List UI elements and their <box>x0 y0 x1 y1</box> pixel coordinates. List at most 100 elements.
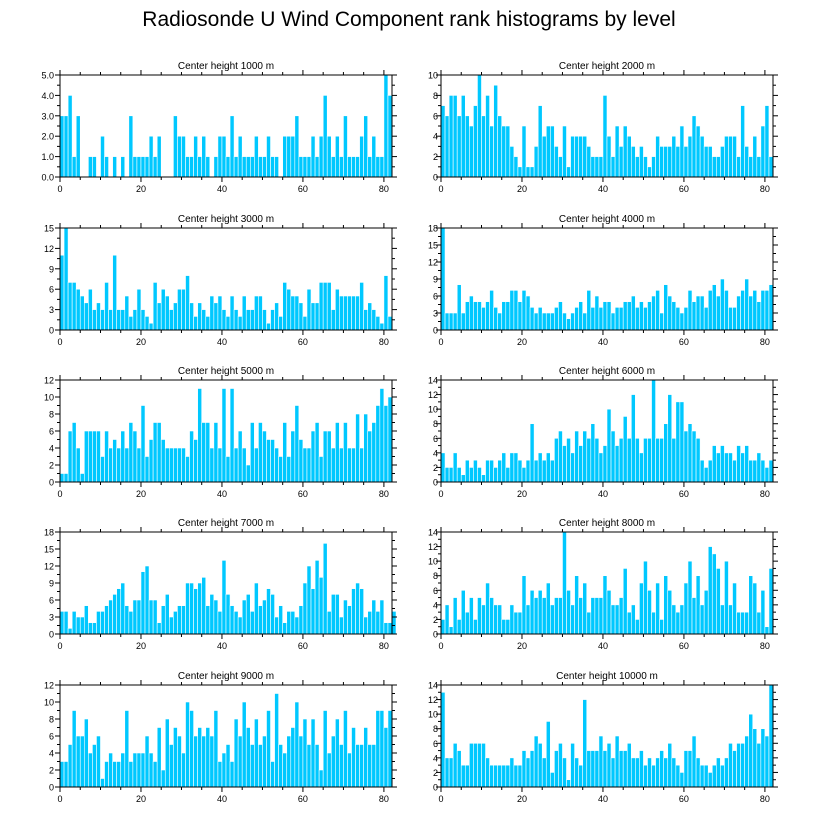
bar <box>440 105 446 178</box>
bar <box>185 701 190 788</box>
bar <box>768 684 774 788</box>
y-tick-label: 8 <box>433 91 438 101</box>
bar <box>635 156 640 178</box>
bar <box>213 302 219 331</box>
bar <box>136 752 142 788</box>
y-tick-label: 4 <box>433 600 438 610</box>
bar <box>497 459 503 483</box>
bar <box>92 744 97 788</box>
bar <box>477 74 482 178</box>
y-tick-label: 2 <box>433 615 438 625</box>
bar <box>582 699 588 788</box>
bar <box>237 735 243 788</box>
bar <box>209 447 215 483</box>
bar <box>667 589 673 635</box>
bar <box>298 605 304 635</box>
x-tick-label: 40 <box>217 641 227 651</box>
x-tick-label: 20 <box>136 794 146 804</box>
bar <box>120 582 126 635</box>
bar <box>679 312 685 331</box>
bar <box>473 742 478 788</box>
bar <box>691 735 697 788</box>
bar <box>116 447 122 483</box>
bar <box>335 422 340 483</box>
bar <box>120 156 126 178</box>
bar <box>748 156 754 178</box>
y-tick-label: 9 <box>49 579 54 589</box>
panel-title: Center height 9000 m <box>178 671 274 682</box>
bar <box>582 135 588 178</box>
bar <box>294 701 300 788</box>
bar <box>509 452 515 483</box>
bar <box>249 744 255 788</box>
bar <box>225 594 231 635</box>
bar <box>444 115 450 178</box>
bar <box>566 779 571 788</box>
bar <box>493 604 498 635</box>
bar <box>177 605 182 635</box>
bar <box>440 452 446 483</box>
bar <box>513 156 519 178</box>
bar <box>477 301 482 331</box>
bar <box>245 464 251 483</box>
bar <box>602 575 608 635</box>
bar <box>675 611 681 635</box>
bar <box>136 156 142 178</box>
bar <box>140 156 146 178</box>
x-tick-label: 80 <box>379 641 389 651</box>
bar <box>525 459 531 483</box>
bar <box>322 430 328 483</box>
bar <box>594 750 600 788</box>
bar <box>618 437 624 483</box>
bar <box>732 135 737 178</box>
bar <box>359 447 364 483</box>
x-tick-label: 40 <box>598 184 608 194</box>
bar <box>322 95 328 178</box>
bar <box>626 135 632 178</box>
bar <box>177 135 182 178</box>
x-tick-label: 60 <box>298 794 308 804</box>
x-tick-label: 0 <box>57 184 62 194</box>
bar <box>448 467 454 483</box>
bar <box>270 309 275 331</box>
bar <box>104 282 109 331</box>
bar <box>764 467 770 483</box>
bar <box>339 616 344 635</box>
y-tick-label: 6 <box>49 596 54 606</box>
bar <box>258 605 263 635</box>
bar <box>578 597 584 635</box>
bar <box>59 761 65 788</box>
bar <box>618 750 624 788</box>
y-tick-label: 2 <box>433 463 438 473</box>
x-tick-label: 80 <box>379 794 389 804</box>
bar <box>237 430 243 483</box>
y-tick-label: 6 <box>433 739 438 749</box>
bar <box>314 422 320 483</box>
bar <box>379 322 385 331</box>
bar <box>550 125 555 178</box>
bar <box>606 135 612 178</box>
bar <box>282 752 288 788</box>
bar <box>610 604 616 635</box>
bar <box>229 605 235 635</box>
bar <box>173 447 178 483</box>
x-tick-label: 60 <box>298 184 308 194</box>
bar <box>326 611 332 635</box>
bar <box>294 616 300 635</box>
bar <box>387 396 393 483</box>
bar <box>651 379 656 483</box>
bar <box>375 156 381 178</box>
bar <box>469 742 474 788</box>
bar <box>205 156 211 178</box>
bar <box>88 430 93 483</box>
bar <box>675 146 681 178</box>
bar <box>59 254 65 331</box>
bar <box>452 742 458 788</box>
bar <box>339 447 344 483</box>
bar <box>643 156 648 178</box>
bar <box>290 135 296 178</box>
bar <box>83 430 89 483</box>
y-tick-label: 4.0 <box>41 91 54 101</box>
bar <box>221 560 227 635</box>
bar <box>752 459 758 483</box>
